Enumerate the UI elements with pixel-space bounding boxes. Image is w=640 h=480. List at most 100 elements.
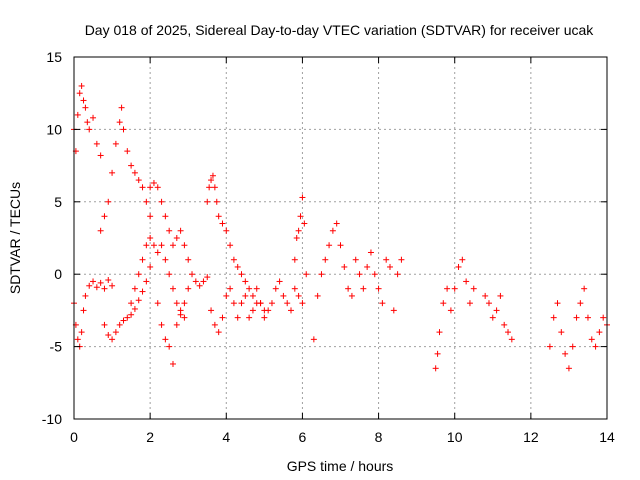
data-point — [341, 263, 348, 270]
data-point — [455, 263, 462, 270]
series-seg-d — [97, 104, 154, 234]
data-point — [569, 343, 576, 350]
data-point — [97, 227, 104, 234]
data-point — [97, 279, 104, 286]
series-seg-n — [482, 292, 515, 343]
data-point — [242, 278, 249, 285]
data-point — [303, 271, 310, 278]
data-point — [181, 314, 188, 321]
series-seg-h — [204, 172, 268, 314]
data-point — [501, 321, 508, 328]
data-point — [128, 162, 135, 169]
data-point — [301, 220, 308, 227]
data-point — [295, 227, 302, 234]
data-point — [185, 285, 192, 292]
tick-labels: 0 2 4 6 8 10 12 14 -10 -5 0 5 10 15 — [42, 49, 615, 445]
data-point — [192, 278, 199, 285]
data-point — [227, 285, 234, 292]
data-point — [109, 169, 116, 176]
data-point — [154, 184, 161, 191]
data-point — [238, 271, 245, 278]
data-point — [76, 90, 83, 97]
data-point — [592, 343, 599, 350]
data-point — [581, 285, 588, 292]
data-point — [227, 242, 234, 249]
data-point — [337, 242, 344, 249]
data-point — [215, 329, 222, 336]
series-seg-c — [101, 263, 154, 343]
data-point — [196, 282, 203, 289]
data-point — [204, 198, 211, 205]
x-tick-label: 4 — [222, 429, 230, 445]
data-point — [118, 104, 125, 111]
data-point — [375, 285, 382, 292]
data-point — [364, 263, 371, 270]
data-point — [329, 227, 336, 234]
data-point — [162, 336, 169, 343]
series-seg-a — [71, 82, 104, 159]
data-point — [147, 184, 154, 191]
y-tick-label: -5 — [50, 339, 63, 355]
data-point — [546, 343, 553, 350]
data-point — [86, 282, 93, 289]
x-tick-label: 14 — [599, 429, 615, 445]
data-point — [223, 227, 230, 234]
data-point — [280, 292, 287, 299]
data-point — [432, 365, 439, 372]
data-point — [166, 227, 173, 234]
y-axis-label: SDTVAR / TECUs — [7, 182, 23, 294]
data-point — [463, 278, 470, 285]
data-point — [234, 314, 241, 321]
data-point — [348, 292, 355, 299]
data-point — [189, 271, 196, 278]
data-point — [101, 285, 108, 292]
data-point — [208, 307, 215, 314]
data-point — [444, 285, 451, 292]
data-point — [558, 329, 565, 336]
data-point — [326, 242, 333, 249]
chart-title: Day 018 of 2025, Sidereal Day-to-day VTE… — [85, 22, 595, 38]
data-point — [173, 321, 180, 328]
data-point — [299, 194, 306, 201]
data-point — [93, 284, 100, 291]
grid — [74, 57, 607, 419]
data-point — [124, 148, 131, 155]
series-seg-b — [71, 276, 116, 350]
data-point — [215, 213, 222, 220]
data-point — [139, 256, 146, 263]
data-point — [577, 300, 584, 307]
data-point — [371, 271, 378, 278]
data-point — [291, 256, 298, 263]
data-point — [200, 278, 207, 285]
y-tick-label: 5 — [54, 194, 62, 210]
data-point — [131, 305, 138, 312]
data-point — [169, 360, 176, 367]
data-point — [318, 271, 325, 278]
data-point — [116, 321, 123, 328]
data-point — [143, 242, 150, 249]
data-point — [150, 242, 157, 249]
data-point — [116, 119, 123, 126]
data-point — [131, 169, 138, 176]
data-point — [150, 179, 157, 186]
data-point — [386, 263, 393, 270]
data-point — [291, 285, 298, 292]
data-point — [185, 256, 192, 263]
data-point — [208, 177, 215, 184]
data-point — [86, 126, 93, 133]
data-point — [272, 285, 279, 292]
data-point — [333, 220, 340, 227]
data-point — [128, 311, 135, 318]
data-point — [352, 256, 359, 263]
data-point — [394, 271, 401, 278]
data-point — [181, 242, 188, 249]
data-point — [219, 220, 226, 227]
data-point — [447, 307, 454, 314]
data-point — [293, 235, 300, 241]
data-point — [345, 285, 352, 292]
data-point — [204, 274, 211, 281]
data-point — [596, 329, 603, 336]
data-point — [299, 300, 306, 307]
data-point — [173, 300, 180, 307]
data-point — [105, 276, 112, 283]
